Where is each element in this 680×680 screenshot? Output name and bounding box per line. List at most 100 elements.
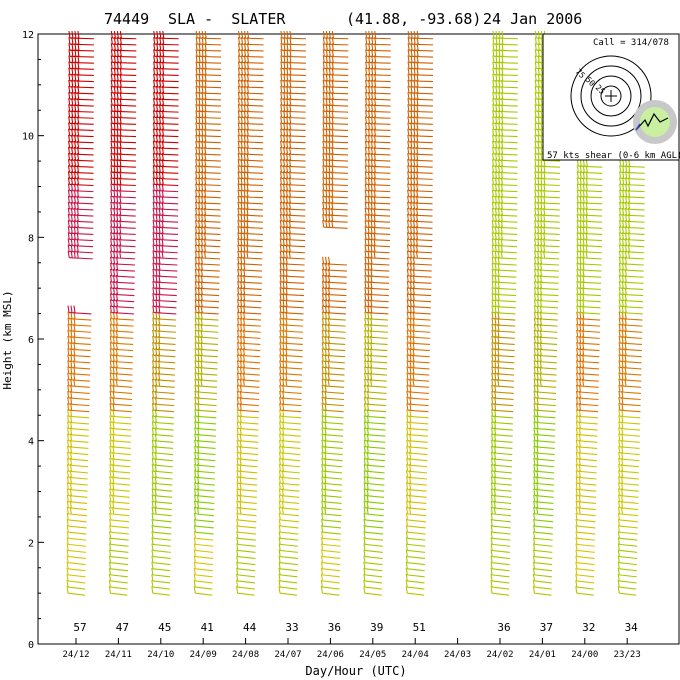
y-tick-label: 8 <box>28 233 34 244</box>
wind-barb <box>575 525 596 535</box>
wind-barb <box>151 573 171 584</box>
wind-barb <box>195 73 222 83</box>
count-label: 41 <box>201 621 214 634</box>
count-label: 37 <box>540 621 553 634</box>
wind-barb <box>321 525 341 535</box>
wind-barb <box>66 561 86 572</box>
wind-barb <box>280 55 306 64</box>
wind-barb <box>618 274 644 284</box>
hodograph-inset: Call = 314/078 57 kts shear (0-6 km AGL)… <box>542 33 680 161</box>
wind-barb <box>617 561 637 572</box>
wind-barb <box>193 512 214 523</box>
barb-column <box>151 30 179 596</box>
barb-column <box>236 30 264 596</box>
wind-barb <box>237 256 263 266</box>
wind-barb <box>320 555 341 566</box>
wind-barb <box>66 579 86 590</box>
wind-barb <box>363 531 384 541</box>
wind-barb <box>364 152 391 162</box>
wind-barb <box>151 531 172 541</box>
wind-barb <box>533 354 557 364</box>
wind-barb <box>108 579 128 590</box>
wind-barb <box>151 586 170 596</box>
wind-barb <box>363 561 383 572</box>
wind-barb <box>237 98 264 107</box>
wind-barb <box>575 518 596 529</box>
wind-barb <box>66 537 87 547</box>
wind-barb <box>278 586 298 596</box>
hodograph-ring <box>600 85 622 107</box>
wind-barb <box>66 549 86 560</box>
wind-barb <box>236 579 255 590</box>
y-tick-label: 0 <box>28 640 34 651</box>
wind-barb <box>405 543 426 553</box>
wind-barb <box>575 567 595 578</box>
wind-barb <box>320 561 341 572</box>
wind-barb <box>236 525 257 535</box>
wind-barb <box>576 305 601 315</box>
wind-barb <box>151 537 171 547</box>
wind-barb <box>532 586 552 596</box>
wind-barb <box>193 543 214 553</box>
wind-barb <box>193 525 214 535</box>
wind-barb <box>151 512 172 523</box>
wind-barb <box>66 555 86 566</box>
wind-barb <box>575 586 594 596</box>
wind-barb <box>618 244 645 254</box>
wind-barb <box>110 226 136 235</box>
wind-barb <box>405 531 426 541</box>
wind-barb <box>238 30 264 40</box>
wind-barb <box>195 30 222 40</box>
wind-barb <box>533 518 554 529</box>
wind-barb <box>490 549 510 560</box>
x-tick-label: 24/07 <box>274 650 301 660</box>
wind-barb <box>237 183 264 193</box>
hodograph-call: Call = 314/078 <box>593 38 669 48</box>
count-label: 32 <box>582 621 595 634</box>
wind-barb <box>110 30 137 40</box>
wind-barb <box>405 537 426 547</box>
wind-barb <box>490 537 511 547</box>
wind-barb <box>108 561 129 572</box>
wind-barb <box>151 549 171 560</box>
wind-barb <box>237 122 264 132</box>
x-axis-label: Day/Hour (UTC) <box>305 664 406 678</box>
wind-barb <box>363 537 383 547</box>
hodograph-ring <box>580 65 642 127</box>
wind-barbs-layer <box>66 30 645 596</box>
wind-barb <box>407 30 434 40</box>
wind-barb <box>279 195 306 205</box>
x-tick-label: 24/06 <box>317 650 344 660</box>
count-label: 33 <box>285 621 298 634</box>
wind-barb <box>365 30 391 40</box>
wind-barb <box>66 512 87 523</box>
wind-barb <box>195 189 221 199</box>
x-tick-label: 24/10 <box>147 650 174 660</box>
wind-barb <box>575 573 595 584</box>
wind-barb <box>236 573 255 584</box>
x-tick-label: 24/00 <box>571 650 598 660</box>
wind-barb <box>66 543 87 553</box>
barb-column <box>363 30 391 596</box>
barb-column <box>278 30 306 596</box>
wind-barb <box>280 30 306 40</box>
x-tick-label: 24/03 <box>444 650 471 660</box>
wind-barb <box>151 579 171 590</box>
x-tick-label: 24/08 <box>232 650 259 660</box>
wind-barb <box>236 348 261 358</box>
wind-barb <box>534 226 560 235</box>
wind-barb <box>490 512 511 523</box>
wind-barb <box>363 549 383 560</box>
wind-barb <box>193 518 214 529</box>
barb-column <box>193 30 222 596</box>
wind-barb <box>66 586 86 596</box>
wind-barb <box>407 61 434 70</box>
wind-barb <box>278 561 298 572</box>
hodograph-shear-area <box>640 107 670 137</box>
wind-barb <box>236 537 256 547</box>
wind-barb <box>363 543 383 553</box>
wind-barb <box>490 567 510 578</box>
count-label: 47 <box>116 621 129 634</box>
wind-barb <box>193 579 213 590</box>
